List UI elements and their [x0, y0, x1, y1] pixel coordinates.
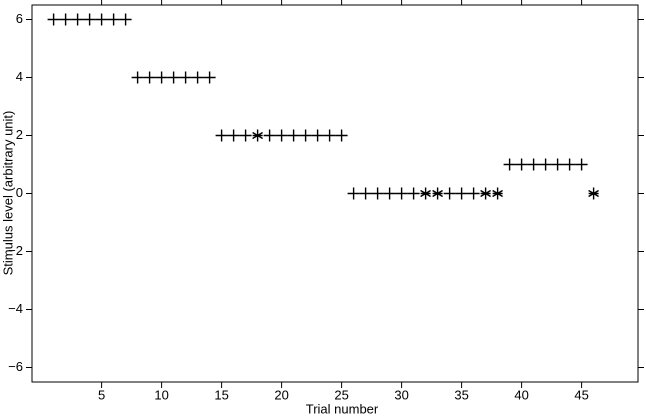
marker [239, 129, 252, 142]
marker [143, 71, 156, 84]
marker [480, 187, 491, 200]
marker [383, 187, 396, 200]
y-tick-label: −4 [8, 301, 23, 316]
y-tick-label: −2 [8, 243, 23, 258]
marker [263, 129, 276, 142]
marker [95, 13, 108, 26]
marker [551, 158, 564, 171]
marker [492, 187, 503, 200]
marker [71, 13, 84, 26]
marker [539, 158, 552, 171]
marker [371, 187, 384, 200]
marker [467, 187, 480, 200]
marker [275, 129, 288, 142]
y-tick-label: 2 [16, 127, 23, 142]
marker [119, 13, 132, 26]
marker [47, 13, 60, 26]
marker [179, 71, 192, 84]
marker [299, 129, 312, 142]
x-tick-label: 10 [154, 387, 168, 402]
y-tick-label: 4 [16, 69, 23, 84]
marker [252, 129, 263, 142]
marker [503, 158, 516, 171]
marker [191, 71, 204, 84]
marker [131, 71, 144, 84]
x-tick-label: 40 [514, 387, 528, 402]
y-tick-label: 0 [16, 185, 23, 200]
marker [575, 158, 588, 171]
marker [107, 13, 120, 26]
marker [563, 158, 576, 171]
x-tick-label: 45 [574, 387, 588, 402]
marker [527, 158, 540, 171]
marker [227, 129, 240, 142]
marker [155, 71, 168, 84]
marker [407, 187, 420, 200]
marker [432, 187, 443, 200]
x-tick-label: 15 [214, 387, 228, 402]
marker [203, 71, 216, 84]
marker [215, 129, 228, 142]
x-tick-label: 30 [394, 387, 408, 402]
marker [311, 129, 324, 142]
marker [83, 13, 96, 26]
marker [335, 129, 348, 142]
marker [588, 187, 599, 200]
plot-frame [31, 4, 639, 383]
y-tick-label: 6 [16, 11, 23, 26]
marker [455, 187, 468, 200]
y-tick-label: −6 [8, 359, 23, 374]
x-tick-label: 25 [334, 387, 348, 402]
marker [359, 187, 372, 200]
x-tick-label: 5 [98, 387, 105, 402]
marker [59, 13, 72, 26]
marker [443, 187, 456, 200]
marker [323, 129, 336, 142]
x-tick-label: 20 [274, 387, 288, 402]
marker [420, 187, 431, 200]
y-axis-label: Stimulus level (arbitrary unit) [0, 111, 15, 276]
marker [395, 187, 408, 200]
x-tick-label: 35 [454, 387, 468, 402]
marker [167, 71, 180, 84]
marker [515, 158, 528, 171]
marker [287, 129, 300, 142]
x-axis-label: Trial number [306, 401, 379, 416]
marker [347, 187, 360, 200]
